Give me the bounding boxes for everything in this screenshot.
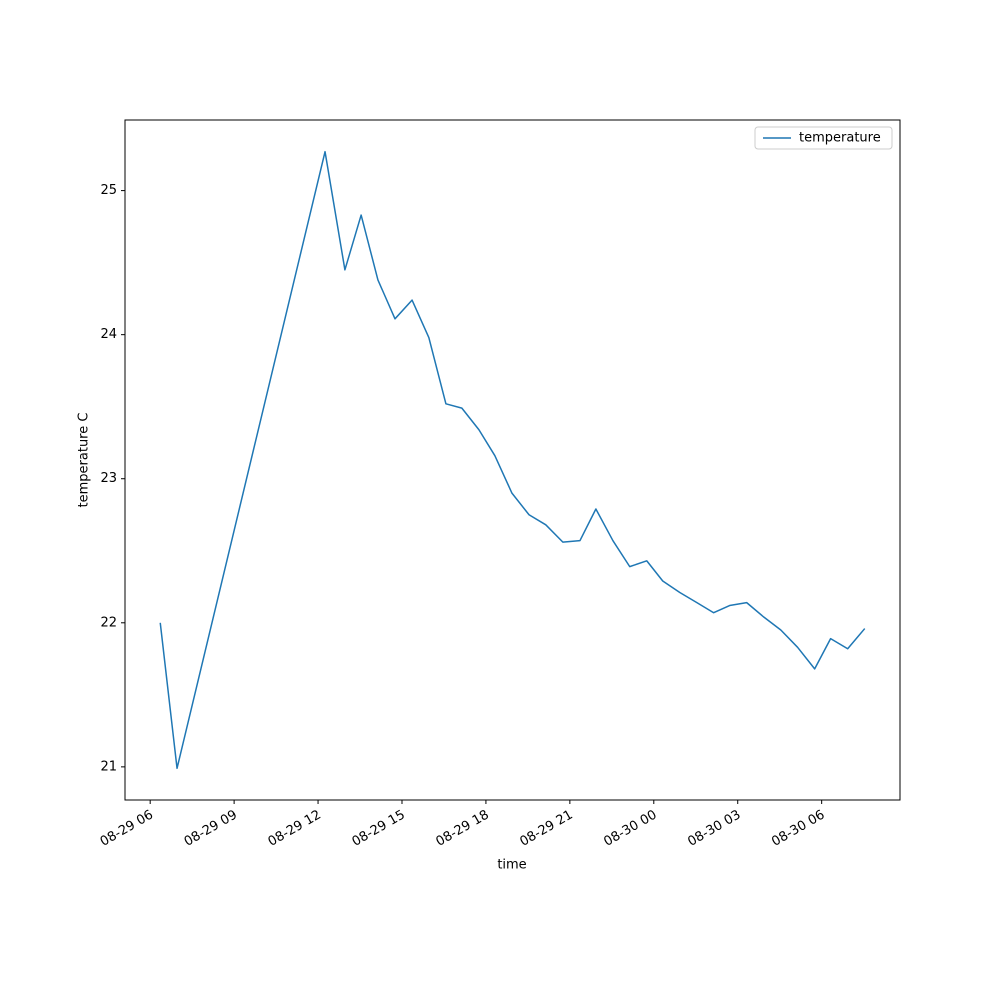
x-tick-label: 08-29 21	[517, 808, 575, 850]
y-tick-label: 21	[100, 759, 117, 774]
x-tick-label: 08-30 06	[769, 808, 827, 850]
y-tick-label: 23	[100, 471, 117, 486]
x-tick-label: 08-29 15	[350, 808, 408, 850]
x-tick-label: 08-30 03	[685, 808, 743, 850]
plot-frame	[124, 119, 901, 801]
y-tick-label: 24	[100, 327, 117, 342]
legend-label: temperature	[799, 131, 881, 146]
x-tick-label: 08-29 06	[98, 808, 156, 850]
y-axis-label: temperature C	[77, 413, 92, 508]
y-tick-label: 25	[100, 183, 117, 198]
x-tick-label: 08-29 09	[182, 808, 240, 850]
legend-box	[754, 126, 893, 150]
y-tick-label: 22	[100, 615, 117, 630]
legend: temperature	[754, 126, 893, 150]
x-tick-label: 08-30 00	[601, 808, 659, 850]
line	[159, 150, 866, 770]
x-tick-label: 08-29 18	[434, 808, 492, 850]
x-tick-label: 08-29 12	[266, 808, 324, 850]
x-axis-label: time	[497, 858, 526, 873]
